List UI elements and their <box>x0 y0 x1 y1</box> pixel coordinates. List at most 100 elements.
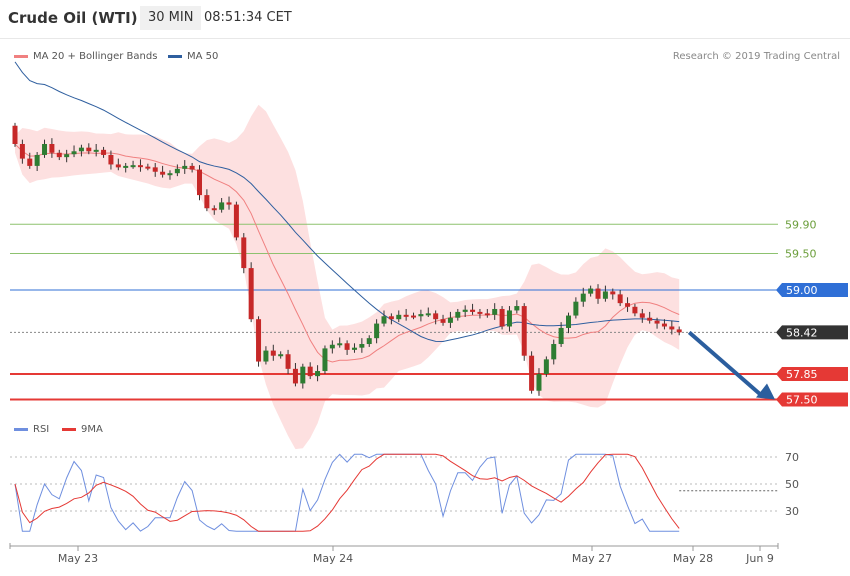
ma20-label: MA 20 + Bollinger Bands <box>33 51 158 62</box>
candle <box>270 344 276 361</box>
candle-body <box>558 327 564 345</box>
candle <box>34 152 40 172</box>
rsi-line <box>14 453 680 532</box>
candle <box>566 312 571 334</box>
candle-body <box>433 313 439 320</box>
candle-body <box>639 313 645 318</box>
candle-body <box>425 313 431 316</box>
candle <box>639 308 645 323</box>
candle-body <box>632 306 638 314</box>
candle <box>625 297 631 312</box>
candle <box>366 335 372 347</box>
copyright-credit: Research © 2019 Trading Central <box>672 51 840 62</box>
candle-body <box>366 338 372 345</box>
x-tick-label: May 24 <box>313 552 353 565</box>
candle <box>580 287 586 307</box>
candle <box>56 149 62 161</box>
candle-body <box>167 173 173 176</box>
candle <box>595 284 601 304</box>
candle <box>425 307 431 318</box>
candle <box>403 308 409 321</box>
candle <box>558 322 564 347</box>
candle <box>455 308 461 321</box>
x-tick-label: May 28 <box>673 552 713 565</box>
candle <box>71 145 77 158</box>
candle <box>226 196 232 210</box>
candle <box>388 313 394 325</box>
forecast-arrow-shaft <box>687 330 764 398</box>
candle-body <box>12 125 18 144</box>
rsi-swatch <box>14 427 28 431</box>
candle-body <box>49 144 55 153</box>
candle-body <box>101 149 107 155</box>
candle <box>337 337 343 348</box>
candle-body <box>661 323 667 327</box>
timeframe-selector[interactable]: 30 MIN <box>140 6 202 30</box>
candle <box>499 306 505 330</box>
candle-body <box>123 165 129 168</box>
candle-body <box>536 373 542 391</box>
candle <box>573 297 579 319</box>
candle-body <box>499 308 505 327</box>
ma20-line <box>14 143 680 363</box>
candle <box>145 163 151 171</box>
level-label-59.90: 59.90 <box>785 218 817 231</box>
candle-body <box>470 309 476 312</box>
candle <box>42 139 48 158</box>
candle <box>440 314 446 326</box>
candle-body <box>455 311 461 318</box>
candle <box>108 150 114 170</box>
candle <box>647 311 653 324</box>
candle-body <box>566 315 571 328</box>
candle <box>381 310 387 327</box>
candle <box>529 351 535 394</box>
candle <box>219 198 225 213</box>
level-tag-57.50 <box>776 392 848 407</box>
candle-body <box>477 311 483 314</box>
candle <box>418 309 424 322</box>
candle <box>654 317 660 329</box>
candle <box>182 160 188 174</box>
level-label-57.85: 57.85 <box>786 368 818 381</box>
candle-body <box>322 348 328 372</box>
candle-body <box>137 165 143 168</box>
candle-body <box>580 293 586 302</box>
candle-body <box>86 147 92 152</box>
candle-body <box>108 154 114 165</box>
legend-rsi: RSI <box>14 424 49 435</box>
candle <box>27 152 33 169</box>
candle <box>130 160 136 169</box>
candle <box>617 290 623 307</box>
rsi-ma-label: 9MA <box>81 424 103 435</box>
candle <box>197 165 202 201</box>
candle <box>292 363 298 387</box>
candle <box>204 189 210 212</box>
candle <box>477 308 483 319</box>
candle-body <box>669 326 675 330</box>
candle-body <box>78 147 84 152</box>
candle-body <box>197 169 202 196</box>
candle-body <box>588 288 594 294</box>
candle <box>433 310 439 325</box>
candle-body <box>145 166 151 169</box>
candle-body <box>344 343 350 350</box>
candle-body <box>625 303 631 307</box>
candle <box>307 362 313 380</box>
candle-body <box>551 344 557 360</box>
candle <box>12 122 18 147</box>
candle-body <box>241 237 247 269</box>
level-label-58.42: 58.42 <box>786 326 818 339</box>
candle <box>344 340 350 355</box>
candle-body <box>359 344 365 348</box>
candle <box>78 144 84 157</box>
timestamp: 08:51:34 CET <box>204 10 292 25</box>
level-label-57.50: 57.50 <box>786 394 818 407</box>
candle <box>248 262 254 323</box>
candle-body <box>315 371 321 377</box>
x-tick-label: May 27 <box>572 552 612 565</box>
level-label-59.00: 59.00 <box>786 284 818 297</box>
candle-body <box>42 144 48 155</box>
candle <box>241 233 247 274</box>
candle-body <box>263 350 269 362</box>
candle-body <box>226 202 232 205</box>
